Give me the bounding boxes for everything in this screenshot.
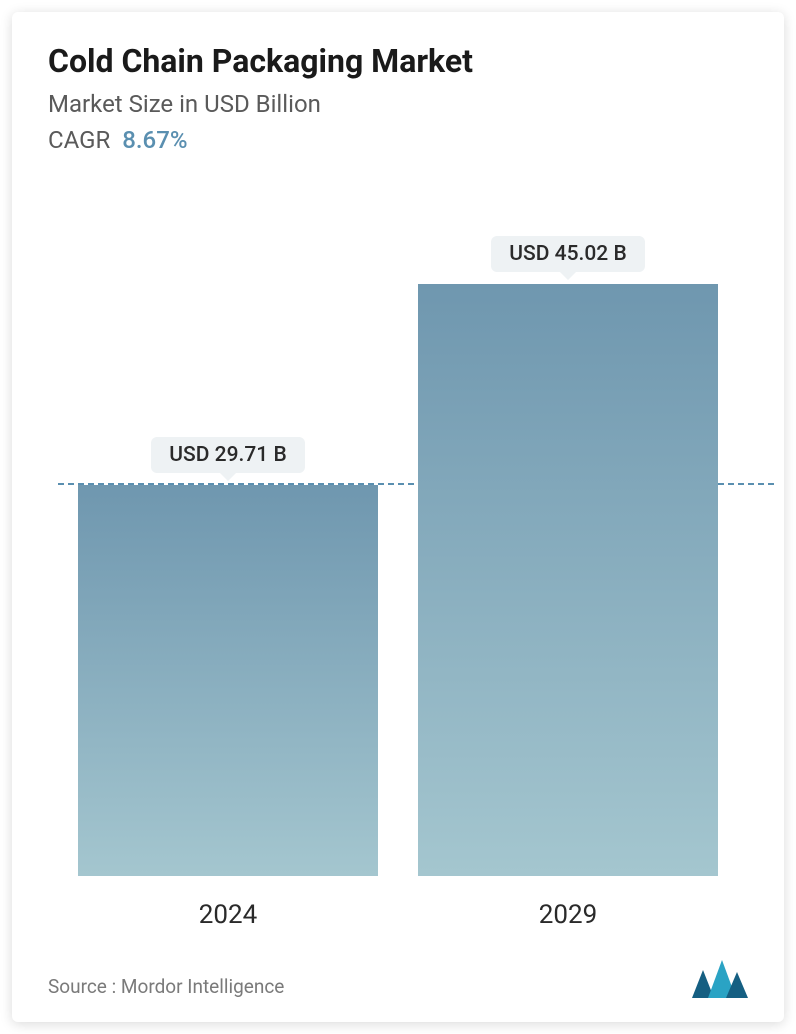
x-label-0: 2024 <box>78 900 377 930</box>
source-text: Source : Mordor Intelligence <box>48 975 284 998</box>
chart-card: Cold Chain Packaging Market Market Size … <box>12 12 784 1022</box>
bar-group: USD 29.71 B USD 45.02 B <box>58 194 738 876</box>
bar-col-1: USD 45.02 B <box>418 236 717 876</box>
chart-title: Cold Chain Packaging Market <box>48 42 748 80</box>
cagr-line: CAGR 8.67% <box>48 126 748 154</box>
bar-0 <box>78 485 377 876</box>
bar-value-pill: USD 45.02 B <box>491 236 644 272</box>
bar-value-pill: USD 29.71 B <box>151 437 304 473</box>
x-axis-labels: 2024 2029 <box>58 900 738 930</box>
bar-col-0: USD 29.71 B <box>78 437 377 876</box>
cagr-value: 8.67% <box>122 126 187 154</box>
chart-subtitle: Market Size in USD Billion <box>48 90 748 118</box>
x-label-1: 2029 <box>418 900 717 930</box>
brand-logo-icon <box>692 958 748 998</box>
bar-1 <box>418 284 717 876</box>
cagr-label: CAGR <box>48 126 110 154</box>
chart-area: USD 29.71 B USD 45.02 B <box>58 194 738 876</box>
chart-footer: Source : Mordor Intelligence <box>48 958 748 998</box>
